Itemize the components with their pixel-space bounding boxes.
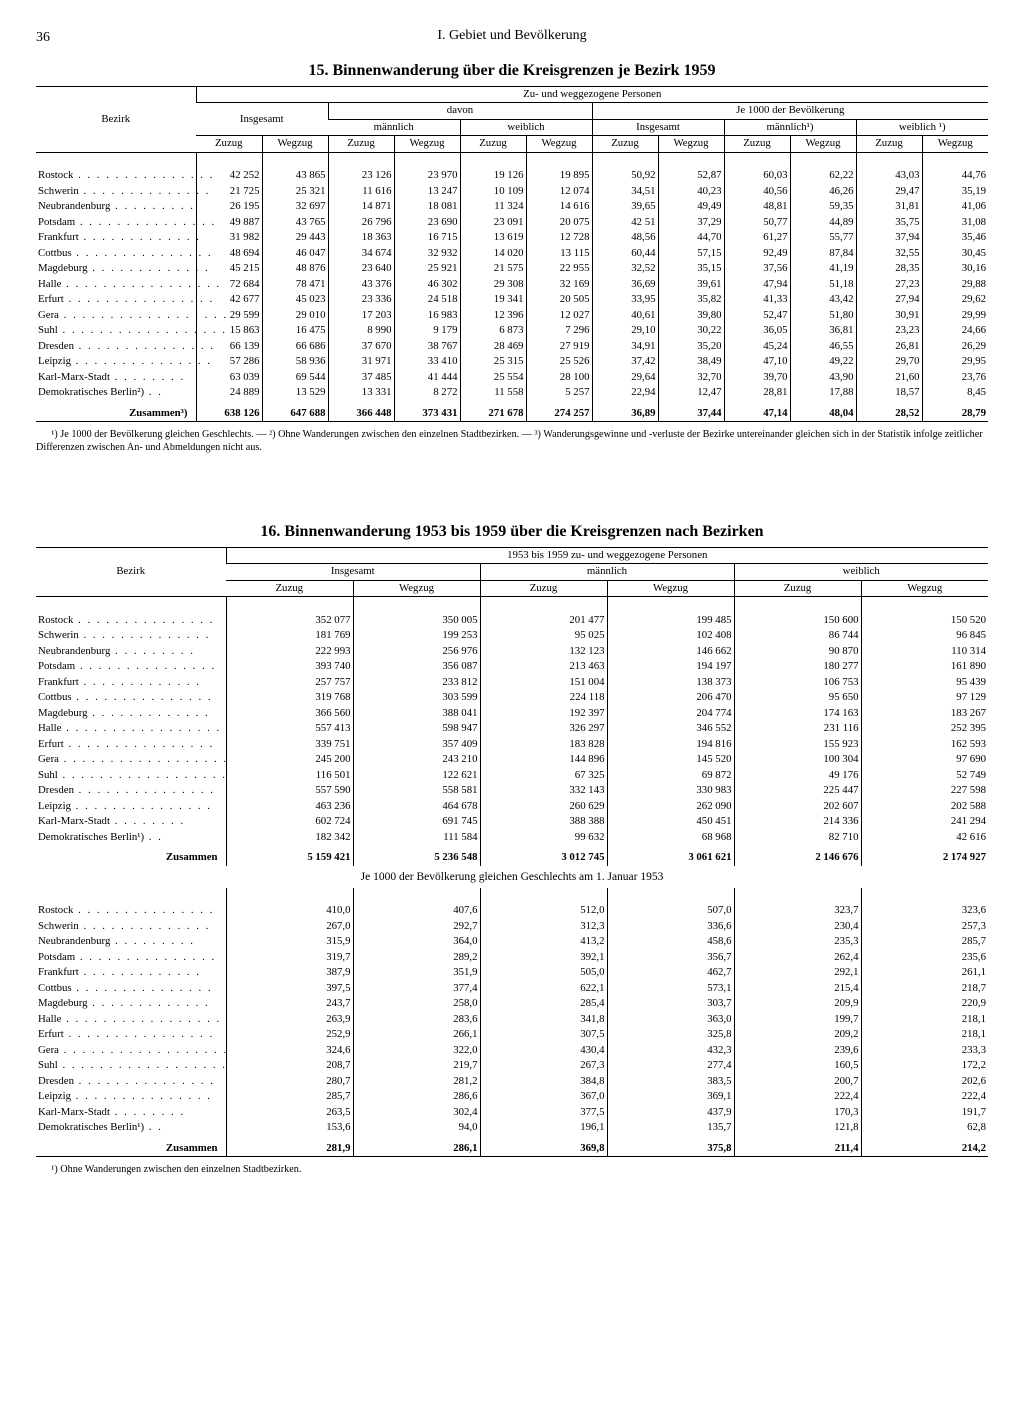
hdr-mannlich: männlich bbox=[328, 119, 460, 135]
table-row: Potsdam . . . . . . . . . . . . . . . 39… bbox=[36, 659, 988, 674]
table-row: Demokratisches Berlin¹) . . 153,694,0196… bbox=[36, 1120, 988, 1135]
table-row: Suhl . . . . . . . . . . . . . . . . . .… bbox=[36, 1058, 988, 1073]
sumA-label: Zusammen bbox=[36, 845, 226, 865]
table-row: Rostock . . . . . . . . . . . . . . . 41… bbox=[36, 903, 988, 918]
table-row: Magdeburg . . . . . . . . . . . . . 243,… bbox=[36, 996, 988, 1011]
table-row: Gera . . . . . . . . . . . . . . . . . .… bbox=[36, 308, 988, 323]
table-row: Dresden . . . . . . . . . . . . . . . 55… bbox=[36, 783, 988, 798]
table-row: Rostock . . . . . . . . . . . . . . . 35… bbox=[36, 613, 988, 628]
table-row: Halle . . . . . . . . . . . . . . . . . … bbox=[36, 1012, 988, 1027]
table-row: Potsdam . . . . . . . . . . . . . . . 49… bbox=[36, 215, 988, 230]
table-row: Karl-Marx-Stadt . . . . . . . . 602 7246… bbox=[36, 814, 988, 829]
table-row: Karl-Marx-Stadt . . . . . . . . 63 03969… bbox=[36, 370, 988, 385]
hdr-davon: davon bbox=[328, 103, 592, 119]
table-row: Leipzig . . . . . . . . . . . . . . . 46… bbox=[36, 799, 988, 814]
table-15: Bezirk Zu- und weggezogene Personen Insg… bbox=[36, 86, 988, 422]
table-row: Magdeburg . . . . . . . . . . . . . 366 … bbox=[36, 706, 988, 721]
sectionB-title: Je 1000 der Bevölkerung gleichen Geschle… bbox=[36, 866, 988, 888]
table-row: Erfurt . . . . . . . . . . . . . . . . 4… bbox=[36, 292, 988, 307]
sumB-label: Zusammen bbox=[36, 1136, 226, 1157]
table-row: Halle . . . . . . . . . . . . . . . . . … bbox=[36, 277, 988, 292]
hdr-zuzug: Zuzug bbox=[196, 136, 262, 152]
table-row: Suhl . . . . . . . . . . . . . . . . . .… bbox=[36, 323, 988, 338]
hdr-bezirk2: Bezirk bbox=[36, 547, 226, 596]
table-row: Erfurt . . . . . . . . . . . . . . . . 3… bbox=[36, 737, 988, 752]
page-number: 36 bbox=[36, 30, 50, 46]
table-16-footnote: ¹) Ohne Wanderungen zwischen den einzeln… bbox=[36, 1163, 988, 1176]
table-row: Gera . . . . . . . . . . . . . . . . . .… bbox=[36, 752, 988, 767]
table-row: Magdeburg . . . . . . . . . . . . . 45 2… bbox=[36, 261, 988, 276]
hdr-je1000: Je 1000 der Bevölkerung bbox=[592, 103, 988, 119]
chapter-title: I. Gebiet und Bevölkerung bbox=[36, 28, 988, 44]
table-row: Frankfurt . . . . . . . . . . . . . 31 9… bbox=[36, 230, 988, 245]
table-row: Potsdam . . . . . . . . . . . . . . . 31… bbox=[36, 950, 988, 965]
hdr-insgesamt2: Insgesamt bbox=[592, 119, 724, 135]
table-row: Neubrandenburg . . . . . . . . . 222 993… bbox=[36, 644, 988, 659]
table-row: Gera . . . . . . . . . . . . . . . . . .… bbox=[36, 1043, 988, 1058]
table-16: Bezirk 1953 bis 1959 zu- und weggezogene… bbox=[36, 547, 988, 1157]
table-row: Frankfurt . . . . . . . . . . . . . 387,… bbox=[36, 965, 988, 980]
table-row: Erfurt . . . . . . . . . . . . . . . . 2… bbox=[36, 1027, 988, 1042]
table-15-footnote: ¹) Je 1000 der Bevölkerung gleichen Gesc… bbox=[36, 428, 988, 455]
hdr-mannlich-fn: männlich¹) bbox=[724, 119, 856, 135]
table-row: Leipzig . . . . . . . . . . . . . . . 28… bbox=[36, 1089, 988, 1104]
table-row: Cottbus . . . . . . . . . . . . . . . 31… bbox=[36, 690, 988, 705]
table-row: Halle . . . . . . . . . . . . . . . . . … bbox=[36, 721, 988, 736]
table-15-title: 15. Binnenwanderung über die Kreisgrenze… bbox=[36, 62, 988, 80]
table-row: Neubrandenburg . . . . . . . . . 26 1953… bbox=[36, 199, 988, 214]
table-row: Neubrandenburg . . . . . . . . . 315,936… bbox=[36, 934, 988, 949]
table-row: Schwerin . . . . . . . . . . . . . . 267… bbox=[36, 919, 988, 934]
hdr-insgesamt: Insgesamt bbox=[196, 103, 328, 136]
hdr-wegzug: Wegzug bbox=[262, 136, 328, 152]
table-row: Demokratisches Berlin²) . . 24 88913 529… bbox=[36, 385, 988, 400]
table-row: Rostock . . . . . . . . . . . . . . . 42… bbox=[36, 168, 988, 183]
table-row: Cottbus . . . . . . . . . . . . . . . 48… bbox=[36, 246, 988, 261]
hdr-super: Zu- und weggezogene Personen bbox=[196, 87, 988, 103]
table-row: Dresden . . . . . . . . . . . . . . . 66… bbox=[36, 339, 988, 354]
table-row: Demokratisches Berlin¹) . . 182 342111 5… bbox=[36, 830, 988, 845]
table-row: Suhl . . . . . . . . . . . . . . . . . .… bbox=[36, 768, 988, 783]
hdr-bezirk: Bezirk bbox=[36, 87, 196, 153]
table-row: Frankfurt . . . . . . . . . . . . . 257 … bbox=[36, 675, 988, 690]
page-header: 36 I. Gebiet und Bevölkerung bbox=[36, 30, 988, 44]
table-row: Dresden . . . . . . . . . . . . . . . 28… bbox=[36, 1074, 988, 1089]
table-row: Cottbus . . . . . . . . . . . . . . . 39… bbox=[36, 981, 988, 996]
hdr-weiblich: weiblich bbox=[460, 119, 592, 135]
table-row: Karl-Marx-Stadt . . . . . . . . 263,5302… bbox=[36, 1105, 988, 1120]
table-16-title: 16. Binnenwanderung 1953 bis 1959 über d… bbox=[36, 523, 988, 541]
sum-label: Zusammen³) bbox=[36, 401, 196, 422]
table-row: Schwerin . . . . . . . . . . . . . . 21 … bbox=[36, 184, 988, 199]
table-row: Schwerin . . . . . . . . . . . . . . 181… bbox=[36, 628, 988, 643]
hdr-super2: 1953 bis 1959 zu- und weggezogene Person… bbox=[226, 547, 988, 563]
hdr-weiblich-fn: weiblich ¹) bbox=[856, 119, 988, 135]
table-row: Leipzig . . . . . . . . . . . . . . . 57… bbox=[36, 354, 988, 369]
